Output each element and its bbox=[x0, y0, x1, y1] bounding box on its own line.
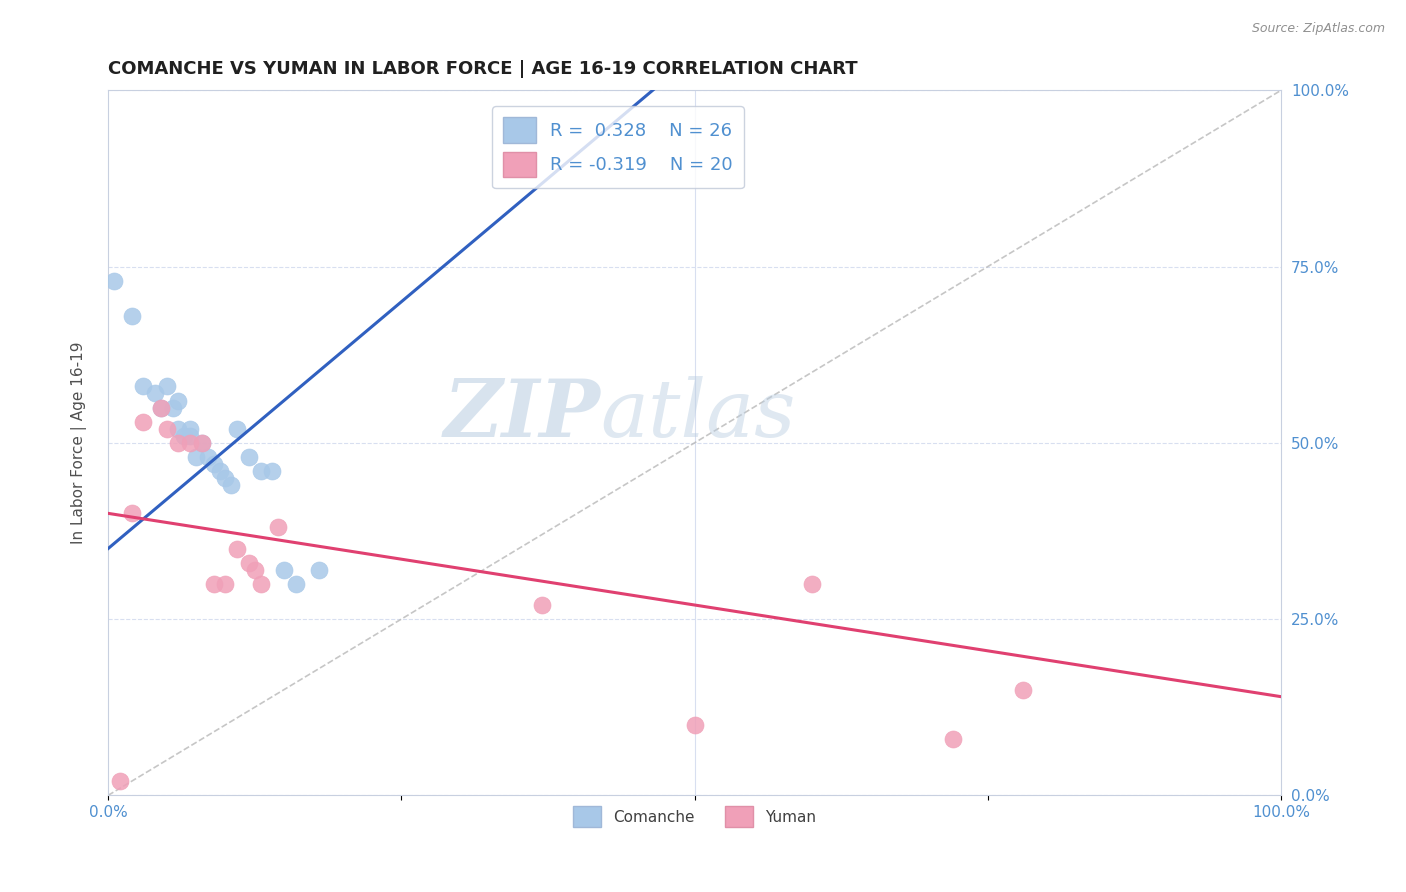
Point bbox=[249, 577, 271, 591]
Point bbox=[156, 379, 179, 393]
Point bbox=[179, 422, 201, 436]
Text: Source: ZipAtlas.com: Source: ZipAtlas.com bbox=[1251, 22, 1385, 36]
Point bbox=[167, 393, 190, 408]
Point bbox=[173, 429, 195, 443]
Point bbox=[273, 563, 295, 577]
Text: COMANCHE VS YUMAN IN LABOR FORCE | AGE 16-19 CORRELATION CHART: COMANCHE VS YUMAN IN LABOR FORCE | AGE 1… bbox=[108, 60, 858, 78]
Point bbox=[179, 429, 201, 443]
Point bbox=[531, 598, 554, 612]
Point bbox=[191, 435, 214, 450]
Point bbox=[156, 422, 179, 436]
Y-axis label: In Labor Force | Age 16-19: In Labor Force | Age 16-19 bbox=[72, 342, 87, 544]
Point bbox=[226, 541, 249, 556]
Point bbox=[214, 577, 236, 591]
Point bbox=[238, 450, 260, 464]
Point bbox=[179, 435, 201, 450]
Point bbox=[683, 718, 706, 732]
Point bbox=[1012, 682, 1035, 697]
Legend: Comanche, Yuman: Comanche, Yuman bbox=[567, 800, 823, 834]
Point bbox=[308, 563, 330, 577]
Text: ZIP: ZIP bbox=[444, 376, 600, 453]
Point bbox=[942, 731, 965, 746]
Point bbox=[243, 563, 266, 577]
Point bbox=[121, 309, 143, 323]
Point bbox=[162, 401, 184, 415]
Point bbox=[108, 774, 131, 789]
Point bbox=[284, 577, 307, 591]
Point bbox=[132, 415, 155, 429]
Point bbox=[226, 422, 249, 436]
Point bbox=[202, 457, 225, 471]
Text: atlas: atlas bbox=[600, 376, 796, 453]
Point bbox=[249, 464, 271, 478]
Point bbox=[167, 435, 190, 450]
Point bbox=[219, 478, 242, 492]
Point bbox=[103, 274, 125, 288]
Point bbox=[800, 577, 823, 591]
Point bbox=[121, 506, 143, 520]
Point bbox=[267, 520, 290, 534]
Point bbox=[184, 450, 207, 464]
Point bbox=[167, 422, 190, 436]
Point bbox=[202, 577, 225, 591]
Point bbox=[197, 450, 219, 464]
Point bbox=[149, 401, 172, 415]
Point bbox=[238, 556, 260, 570]
Point bbox=[143, 386, 166, 401]
Point bbox=[262, 464, 284, 478]
Point bbox=[208, 464, 231, 478]
Point bbox=[149, 401, 172, 415]
Point bbox=[214, 471, 236, 485]
Point bbox=[191, 435, 214, 450]
Point bbox=[132, 379, 155, 393]
